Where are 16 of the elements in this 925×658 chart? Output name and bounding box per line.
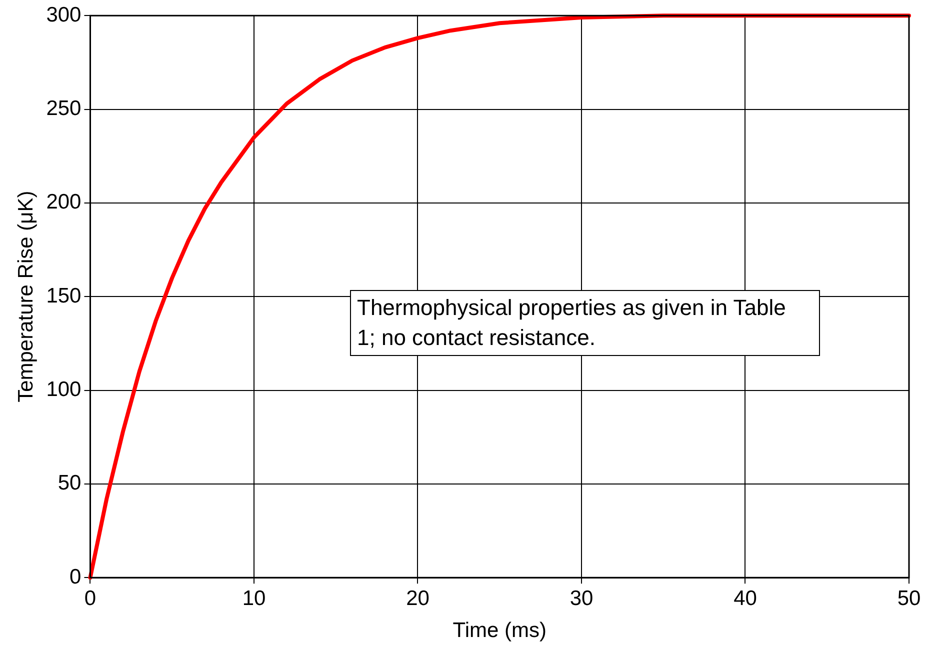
y-tick-label: 300 <box>46 3 82 26</box>
y-axis-title: Temperature Rise (μK) <box>14 190 38 402</box>
x-tick-label: 40 <box>734 586 757 610</box>
x-tick-label: 50 <box>897 586 921 610</box>
y-tick-label: 100 <box>46 378 82 402</box>
x-axis-title: Time (ms) <box>452 619 546 642</box>
annotation: Thermophysical properties as given in Table 1; no contact resistance. <box>350 290 820 356</box>
y-tick-label: 150 <box>46 284 82 308</box>
y-tick-label: 250 <box>46 97 82 120</box>
x-tick-label: 10 <box>242 586 266 610</box>
y-tick-label: 200 <box>46 190 82 214</box>
x-tick-label: 20 <box>406 586 430 610</box>
y-tick-label: 0 <box>70 565 82 588</box>
x-tick-label: 0 <box>84 586 96 610</box>
x-tick-label: 30 <box>570 586 594 610</box>
y-tick-label: 50 <box>58 472 82 495</box>
